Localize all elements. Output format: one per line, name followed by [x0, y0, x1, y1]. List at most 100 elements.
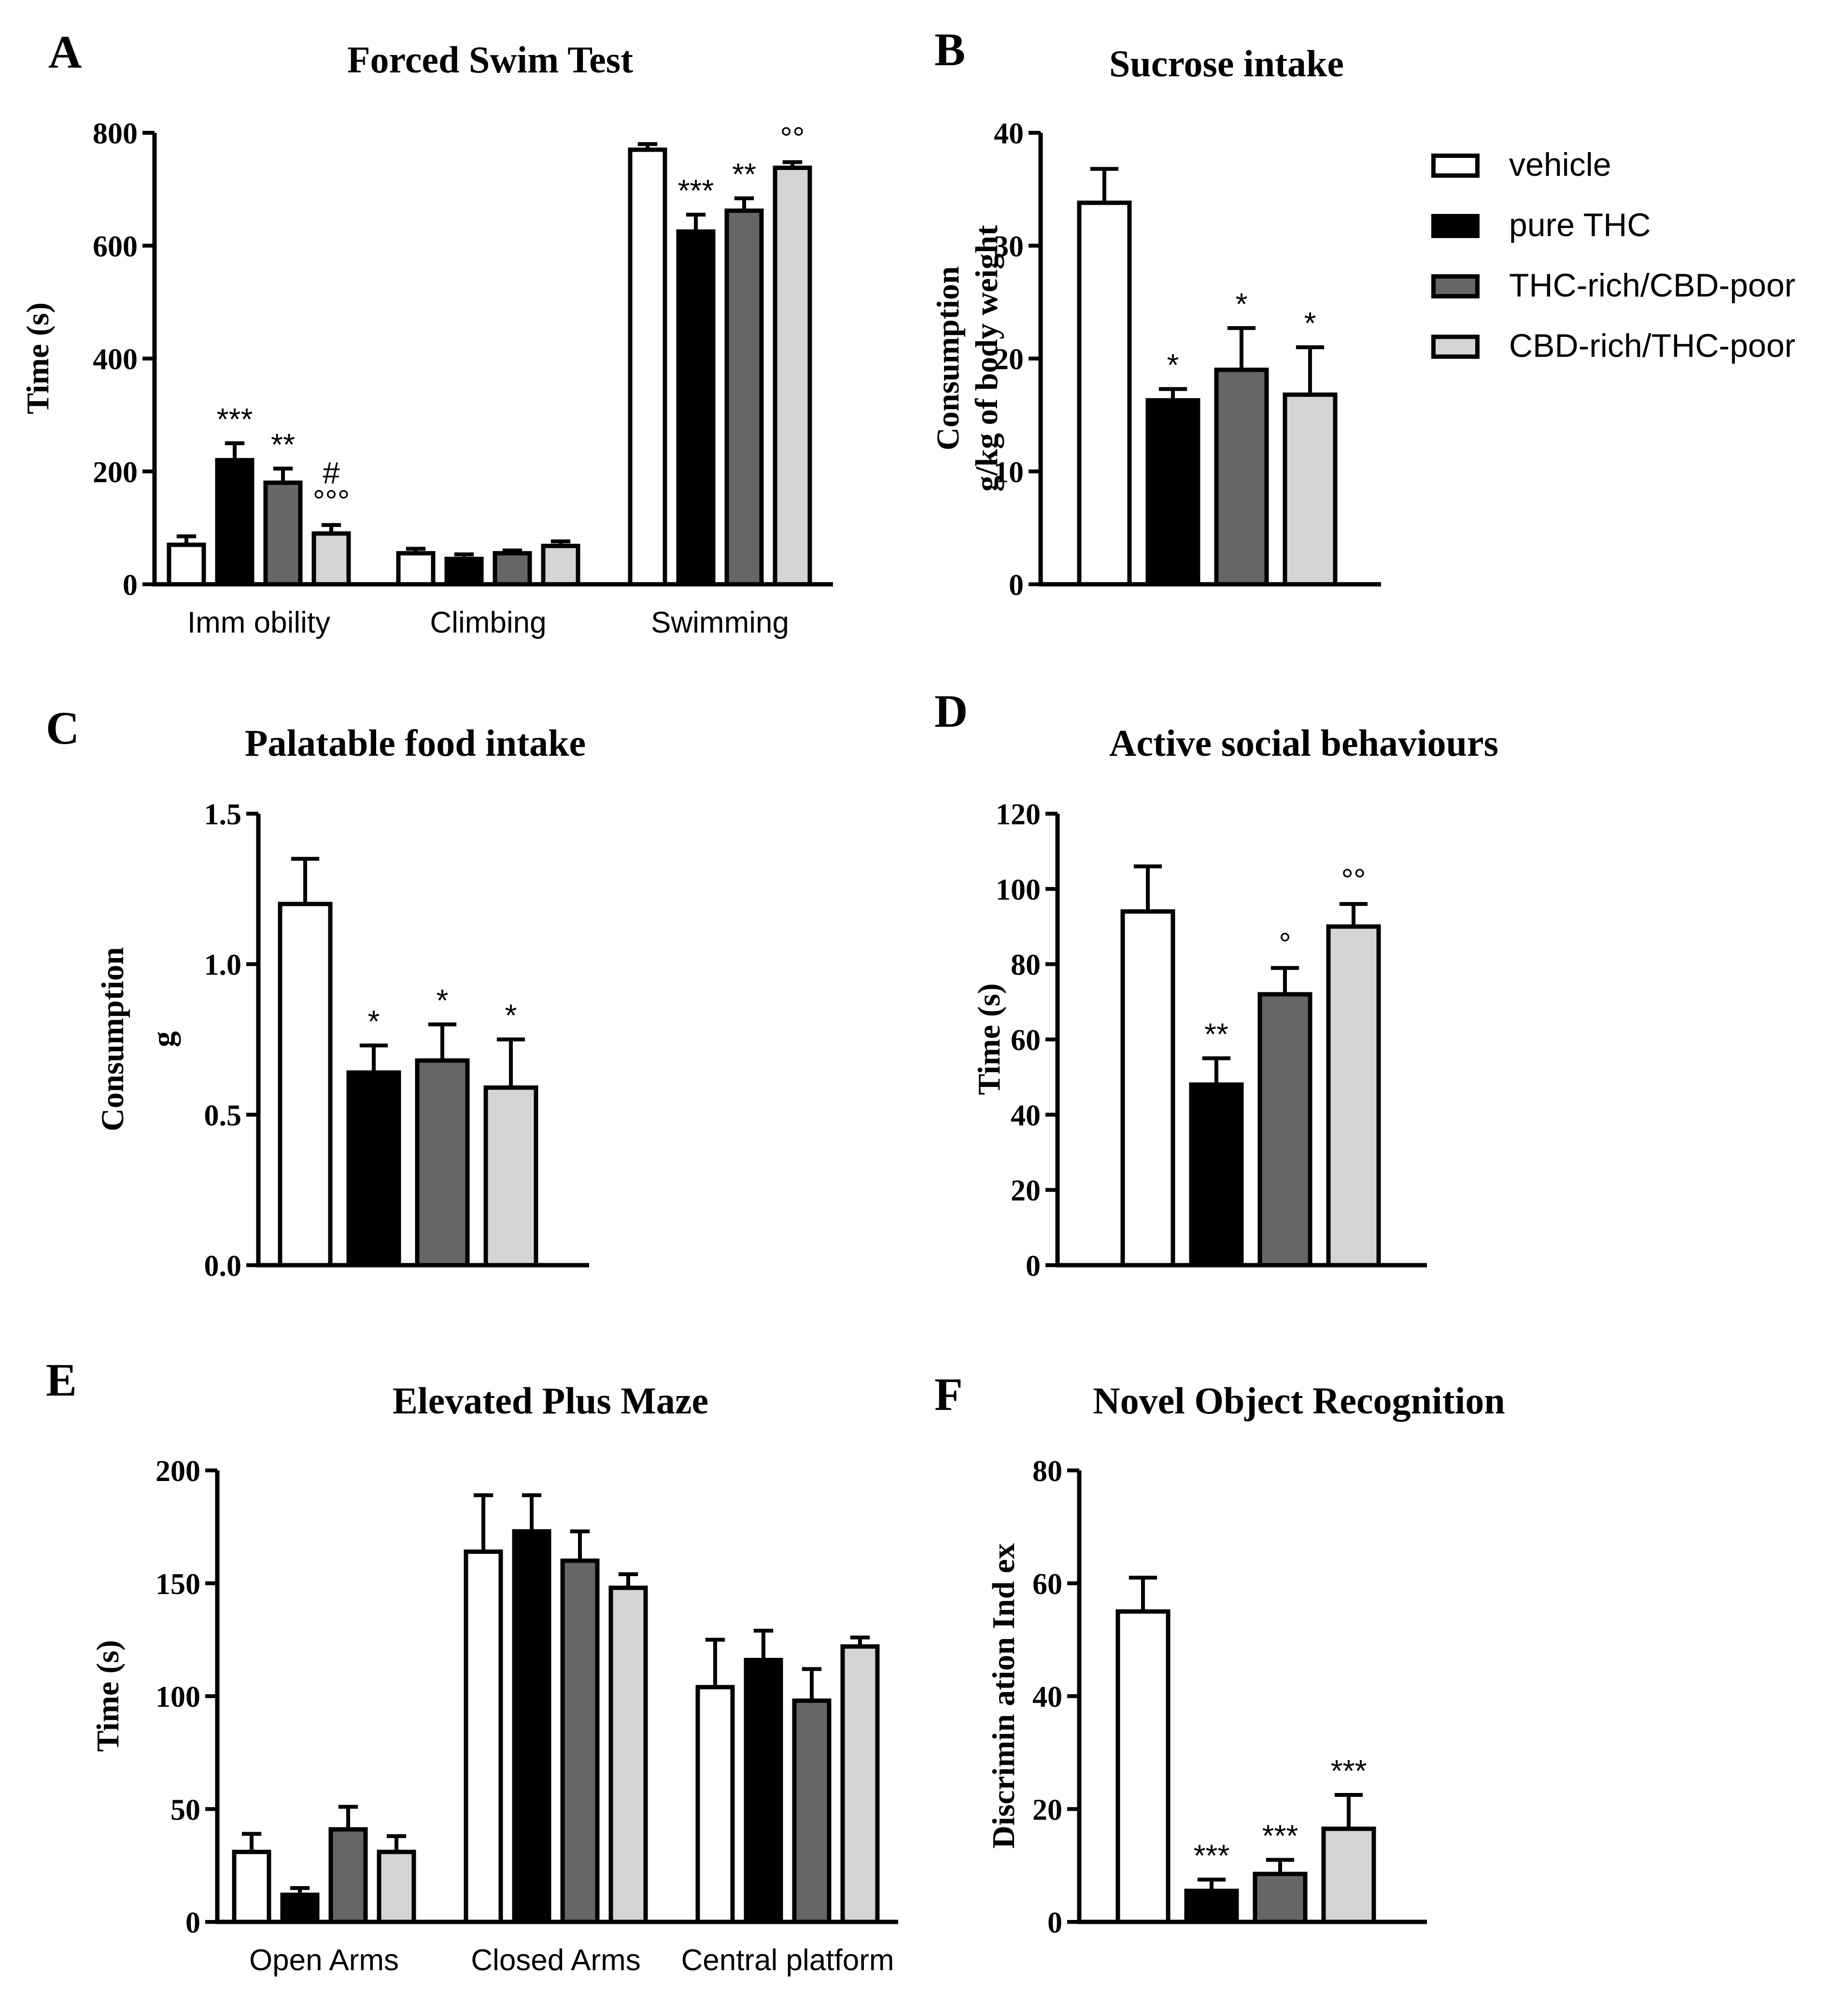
bar	[628, 147, 667, 587]
chart-title: Palatable food intake	[245, 722, 586, 764]
legend-swatch-pure-thc	[1431, 214, 1480, 238]
panel-letter: D	[934, 685, 968, 737]
legend-item: vehicle	[1429, 140, 1845, 188]
bar	[560, 1558, 600, 1924]
significance-annotation: ***	[678, 173, 714, 208]
bar	[773, 165, 812, 587]
chart-title: Novel Object Recognition	[1093, 1380, 1505, 1422]
significance-annotation: °	[1279, 926, 1291, 961]
bar	[232, 1849, 271, 1924]
bar	[1321, 1826, 1376, 1924]
y-tick-label: 0	[1047, 1906, 1062, 1939]
category-label: Central platform	[681, 1944, 894, 1977]
y-tick-label: 30	[994, 230, 1024, 263]
y-tick-label: 800	[93, 117, 138, 150]
legend-item: THC-rich/CBD-poor	[1429, 261, 1845, 309]
y-tick-label: 100	[155, 1681, 200, 1714]
bar	[792, 1698, 832, 1924]
bar	[278, 902, 333, 1268]
legend-item: CBD-rich/THC-poor	[1429, 321, 1845, 369]
bar	[280, 1892, 320, 1924]
y-tick-label: 20	[994, 343, 1024, 376]
y-tick-label: 60	[1032, 1568, 1062, 1601]
significance-annotation: *	[1236, 286, 1248, 321]
chart-title: Sucrose intake	[1109, 42, 1344, 85]
y-axis-label: Time (s)	[972, 983, 1007, 1095]
y-tick-label: 20	[1011, 1174, 1041, 1207]
y-tick-label: 600	[93, 230, 138, 263]
significance-annotation: **	[271, 427, 295, 462]
bar	[724, 208, 764, 587]
bar	[541, 544, 580, 587]
y-axis-label: Time (s)	[90, 1640, 126, 1752]
legend-label: CBD-rich/THC-poor	[1509, 327, 1796, 364]
y-tick-label: 0	[185, 1906, 200, 1939]
category-label: Swimming	[651, 606, 789, 639]
bar	[1145, 398, 1200, 587]
panel-letter: F	[934, 1369, 963, 1420]
significance-annotation: #	[323, 455, 340, 490]
bar	[608, 1585, 648, 1924]
significance-annotation: *	[1167, 348, 1179, 382]
bar	[415, 1058, 470, 1268]
y-tick-label: 1.0	[204, 949, 242, 982]
bar	[1257, 992, 1312, 1268]
bar	[377, 1849, 416, 1924]
bar	[512, 1529, 551, 1924]
bar	[346, 1070, 401, 1268]
category-label: Open Arms	[249, 1944, 399, 1977]
bar	[167, 542, 206, 587]
significance-annotation: *	[437, 983, 449, 1017]
y-tick-label: 0.0	[204, 1250, 242, 1283]
y-tick-label: 0	[123, 569, 138, 602]
y-tick-label: 200	[155, 1455, 200, 1488]
legend-label: THC-rich/CBD-poor	[1509, 267, 1796, 304]
y-tick-label: 0	[1009, 569, 1024, 602]
panel-letter: B	[934, 24, 965, 75]
significance-annotation: **	[732, 157, 756, 192]
y-axis-label-2: g	[146, 1031, 181, 1047]
y-tick-label: 0	[1026, 1250, 1041, 1283]
y-tick-label: 40	[1011, 1099, 1041, 1132]
y-tick-label: 50	[170, 1793, 200, 1826]
bar	[1077, 200, 1132, 587]
significance-annotation: **	[1204, 1016, 1228, 1051]
y-axis-label: Time (s)	[20, 302, 56, 414]
category-label: Closed Arms	[471, 1944, 640, 1977]
bar	[483, 1085, 538, 1268]
bar	[1326, 924, 1381, 1268]
legend-item: pure THC	[1429, 200, 1845, 249]
category-label: Climbing	[430, 606, 546, 639]
significance-annotation: *	[368, 1004, 380, 1039]
significance-annotation: °°°	[313, 483, 350, 518]
y-tick-label: 0.5	[204, 1099, 242, 1132]
legend-swatch-vehicle	[1431, 154, 1480, 178]
legend-label: pure THC	[1509, 207, 1651, 243]
y-tick-label: 40	[994, 117, 1024, 150]
y-tick-label: 120	[996, 798, 1041, 831]
legend: vehicle pure THC THC-rich/CBD-poor CBD-r…	[1429, 140, 1845, 381]
significance-annotation: *	[505, 998, 517, 1033]
y-axis-label: Consumption	[931, 266, 966, 450]
chart-title: Elevated Plus Maze	[393, 1380, 708, 1422]
panel-letter: C	[46, 702, 79, 754]
chart-title: Forced Swim Test	[347, 39, 633, 81]
legend-swatch-thc-rich	[1431, 274, 1480, 298]
chart-title: Active social behaviours	[1109, 722, 1498, 764]
y-tick-label: 20	[1032, 1793, 1062, 1826]
bar	[840, 1644, 880, 1924]
y-axis-label: Discrimin ation Ind ex	[986, 1543, 1021, 1849]
bar	[263, 480, 303, 587]
bar	[1184, 1889, 1239, 1924]
bar	[311, 531, 351, 587]
bar	[396, 551, 436, 587]
bar	[744, 1658, 783, 1924]
y-tick-label: 80	[1032, 1455, 1062, 1488]
y-tick-label: 1.5	[204, 798, 242, 831]
panel-letter: A	[48, 26, 82, 78]
bar	[493, 551, 532, 587]
bar	[695, 1685, 735, 1924]
y-tick-label: 10	[994, 456, 1024, 489]
category-label: Imm obility	[187, 606, 330, 639]
bar	[215, 458, 254, 587]
